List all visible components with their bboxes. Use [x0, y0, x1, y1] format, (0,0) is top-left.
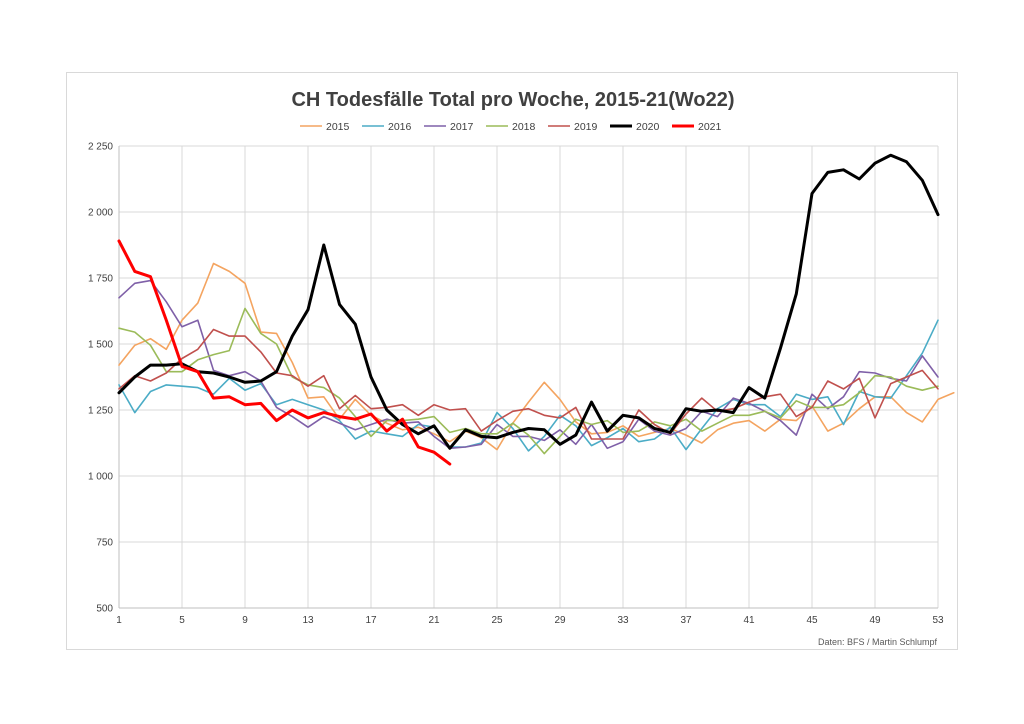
y-tick-label: 1 500 — [88, 340, 113, 351]
x-tick-label: 1 — [116, 615, 122, 626]
y-tick-label: 1 250 — [88, 406, 113, 417]
x-tick-label: 37 — [680, 615, 692, 626]
chart-title: CH Todesfälle Total pro Woche, 2015-21(W… — [291, 89, 734, 111]
x-tick-label: 49 — [869, 615, 881, 626]
y-tick-label: 750 — [96, 538, 113, 549]
legend: 2015 2016 2017 2018 2019 2020 2021 — [300, 121, 722, 133]
legend-label-2019: 2019 — [574, 121, 598, 133]
legend-label-2015: 2015 — [326, 121, 350, 133]
line-chart: CH Todesfälle Total pro Woche, 2015-21(W… — [88, 89, 955, 647]
legend-label-2016: 2016 — [388, 121, 412, 133]
gridlines — [118, 145, 939, 609]
x-tick-label: 9 — [242, 615, 248, 626]
x-tick-label: 25 — [491, 615, 503, 626]
x-tick-label: 17 — [365, 615, 377, 626]
series-line-2020 — [117, 153, 940, 450]
legend-label-2021: 2021 — [698, 121, 722, 133]
series-line-2015 — [118, 262, 955, 451]
x-tick-label: 29 — [554, 615, 566, 626]
y-tick-label: 2 000 — [88, 208, 113, 219]
series-line-2021 — [117, 239, 452, 466]
source-note: Daten: BFS / Martin Schlumpf — [818, 637, 938, 647]
legend-label-2020: 2020 — [636, 121, 660, 133]
x-tick-label: 45 — [806, 615, 818, 626]
y-tick-label: 1 750 — [88, 274, 113, 285]
x-tick-label: 21 — [428, 615, 440, 626]
legend-label-2018: 2018 — [512, 121, 536, 133]
y-tick-label: 1 000 — [88, 472, 113, 483]
legend-label-2017: 2017 — [450, 121, 474, 133]
y-tick-label: 500 — [96, 604, 113, 615]
x-tick-label: 13 — [302, 615, 314, 626]
x-tick-label: 41 — [743, 615, 755, 626]
y-tick-label: 2 250 — [88, 142, 113, 153]
series-line-2016 — [118, 319, 939, 452]
series-lines — [117, 153, 955, 466]
x-tick-label: 53 — [932, 615, 944, 626]
x-tick-label: 33 — [617, 615, 629, 626]
series-line-2017 — [118, 279, 939, 450]
series-line-2019 — [118, 328, 939, 440]
x-tick-label: 5 — [179, 615, 185, 626]
series-line-2018 — [118, 307, 939, 455]
axes: 500 750 1 000 1 250 1 500 1 750 2 000 2 250 1 5 9 1… — [88, 142, 944, 627]
chart-frame: CH Todesfälle Total pro Woche, 2015-21(W… — [66, 72, 958, 650]
